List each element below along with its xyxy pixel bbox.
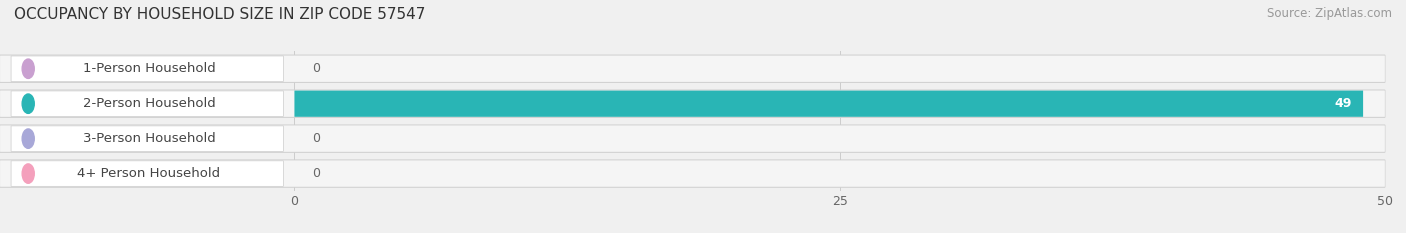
FancyBboxPatch shape (294, 91, 1362, 117)
Text: 0: 0 (312, 62, 321, 75)
Text: 49: 49 (1334, 97, 1353, 110)
FancyBboxPatch shape (0, 56, 1385, 82)
FancyBboxPatch shape (0, 126, 1385, 152)
FancyBboxPatch shape (0, 160, 1385, 187)
Circle shape (22, 129, 34, 148)
FancyBboxPatch shape (11, 161, 284, 186)
FancyBboxPatch shape (11, 91, 284, 116)
Text: 0: 0 (312, 167, 321, 180)
Text: 0: 0 (312, 132, 321, 145)
Text: 3-Person Household: 3-Person Household (83, 132, 215, 145)
Circle shape (22, 94, 34, 113)
Text: 1-Person Household: 1-Person Household (83, 62, 215, 75)
FancyBboxPatch shape (11, 126, 284, 151)
Circle shape (22, 59, 34, 79)
FancyBboxPatch shape (0, 55, 1385, 82)
Circle shape (22, 164, 34, 183)
FancyBboxPatch shape (0, 90, 1385, 117)
FancyBboxPatch shape (11, 56, 284, 82)
Text: 2-Person Household: 2-Person Household (83, 97, 215, 110)
Text: Source: ZipAtlas.com: Source: ZipAtlas.com (1267, 7, 1392, 20)
Text: OCCUPANCY BY HOUSEHOLD SIZE IN ZIP CODE 57547: OCCUPANCY BY HOUSEHOLD SIZE IN ZIP CODE … (14, 7, 426, 22)
FancyBboxPatch shape (0, 91, 1385, 117)
FancyBboxPatch shape (0, 161, 1385, 187)
FancyBboxPatch shape (0, 125, 1385, 152)
Text: 4+ Person Household: 4+ Person Household (77, 167, 221, 180)
